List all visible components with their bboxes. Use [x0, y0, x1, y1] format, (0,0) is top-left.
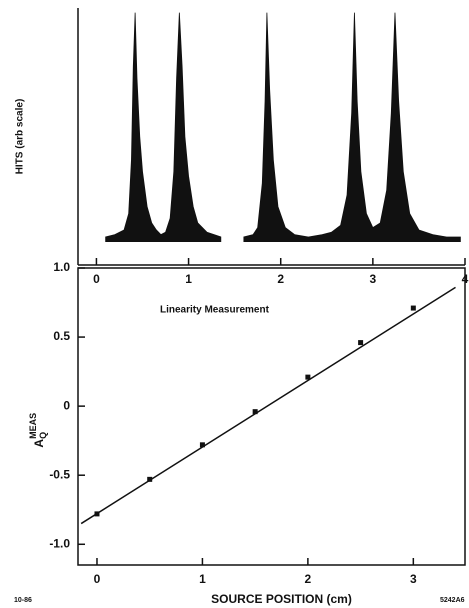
fit-line [80, 286, 456, 525]
x-tick-label: 0 [94, 572, 101, 586]
x-tick-label: 2 [305, 572, 312, 586]
y-tick-label: -1.0 [49, 536, 70, 550]
x-tick-label: 3 [410, 572, 417, 586]
x-axis-label: SOURCE POSITION (cm) [211, 592, 352, 606]
y-tick-label: 0.5 [53, 329, 70, 343]
y-axis-label: HITS (arb scale) [15, 99, 26, 175]
x-tick-label: 3 [370, 272, 377, 286]
footer-left: 10-86 [14, 597, 32, 604]
data-point [410, 305, 416, 311]
data-point [358, 340, 364, 346]
x-tick-label: 0 [93, 272, 100, 286]
y-tick-label: 1.0 [53, 260, 70, 274]
hits-area [105, 12, 461, 243]
y-tick-label: -0.5 [49, 467, 70, 481]
y-label-main: A [32, 439, 46, 448]
data-point [305, 374, 311, 380]
x-tick-label: 2 [277, 272, 284, 286]
x-tick-label: 1 [185, 272, 192, 286]
data-point [199, 442, 205, 448]
y-label-sup: MEAS [28, 413, 38, 439]
x-tick-label: 1 [199, 572, 206, 586]
y-tick-label: 0 [63, 398, 70, 412]
plot-frame [77, 267, 466, 566]
data-point [252, 409, 258, 415]
annotation: Linearity Measurement [160, 305, 270, 316]
footer-right: 5242A6 [440, 597, 465, 604]
data-point [94, 511, 100, 517]
y-label-sub: Q [38, 432, 48, 439]
data-point [147, 476, 153, 482]
y-axis-label: AQMEAS [28, 413, 48, 448]
